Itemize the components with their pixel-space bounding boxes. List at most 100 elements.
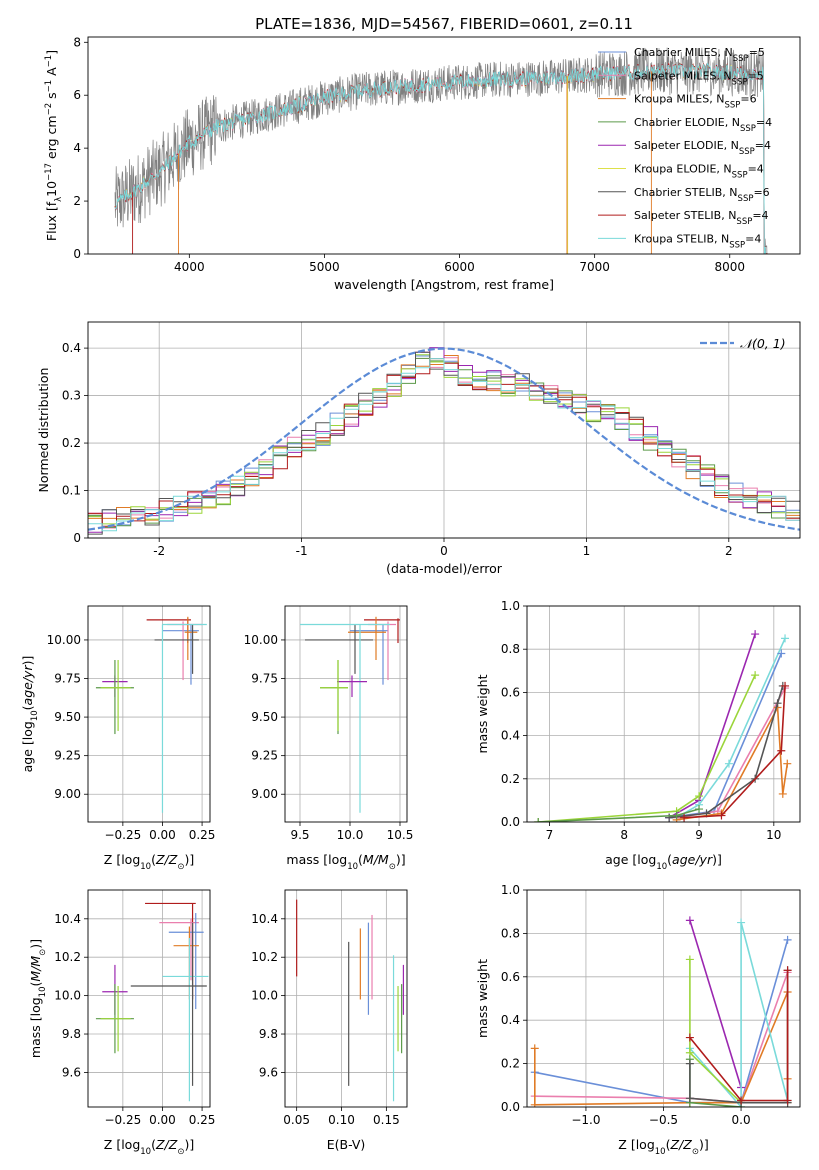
x-axis-label: Z [log10(Z/Z⊙)] <box>618 1137 708 1157</box>
weight-point <box>777 649 786 658</box>
x-axis-label: wavelength [Angstrom, rest frame] <box>334 277 554 292</box>
y-tick-label: 10.2 <box>54 950 81 964</box>
axes-frame <box>526 889 801 1108</box>
x-tick-label: 10.5 <box>387 828 414 842</box>
axes-frame <box>87 36 801 255</box>
x-tick-label: 8 <box>620 828 628 842</box>
weight-line <box>689 959 742 1104</box>
y-tick-label: 0.3 <box>62 389 81 403</box>
weight-point <box>685 1033 694 1042</box>
weight-point <box>685 955 694 964</box>
weight-series <box>685 966 792 1105</box>
weight-point <box>783 759 792 768</box>
weight-point <box>695 792 704 801</box>
weight-point <box>724 759 733 768</box>
x-tick-label: 10.0 <box>337 828 364 842</box>
y-tick-label: 9.75 <box>54 672 81 686</box>
x-tick-label: 10 <box>766 828 781 842</box>
error-bar <box>95 660 134 735</box>
y-tick-label: 10.00 <box>244 633 278 647</box>
x-tick-label: 0.10 <box>328 1113 355 1127</box>
y-tick-label: 1.0 <box>501 599 520 613</box>
weight-point <box>680 813 689 822</box>
y-tick-label: 10.2 <box>251 950 278 964</box>
x-axis-label: age [log10(age/yr)] <box>605 852 722 872</box>
weight-plot-area <box>530 916 792 1107</box>
errorbar-plot-area <box>95 616 207 813</box>
error-bar <box>305 624 373 674</box>
y-tick-label: 9.6 <box>259 1065 278 1079</box>
weight-point <box>665 813 674 822</box>
weight-line <box>534 991 789 1106</box>
errorbar-plot-area <box>95 902 209 1102</box>
weight-point <box>534 818 543 822</box>
error-bar <box>162 624 199 685</box>
y-axis-label: Normed distribution <box>36 368 51 493</box>
y-tick-label: 0.0 <box>501 1100 520 1114</box>
x-tick-label: −0.25 <box>104 1113 141 1127</box>
y-tick-label: 9.50 <box>251 710 278 724</box>
y-tick-label: 10.0 <box>54 989 81 1003</box>
weight-point <box>777 746 786 755</box>
weight-point <box>773 699 782 708</box>
age-vs-mass-panel: 9.5 10.0 10.5 9.00 9.25 9.50 9.75 10.00 mass [lo… <box>244 605 414 872</box>
x-tick-label: 4000 <box>174 260 205 274</box>
y-tick-label: 9.8 <box>259 1027 278 1041</box>
legend-label: Salpeter MILES, NSSP=5 <box>634 69 764 87</box>
weight-point <box>695 805 704 814</box>
weight-point <box>685 1094 694 1103</box>
x-tick-label: 0 <box>440 544 448 558</box>
y-tick-label: 4 <box>73 141 81 155</box>
x-tick-label: 0.05 <box>283 1113 310 1127</box>
weight-series <box>534 805 704 822</box>
weight-series <box>530 968 792 1107</box>
axes-frame <box>526 605 801 823</box>
weight-line <box>684 685 786 819</box>
y-tick-label: 0.2 <box>501 1057 520 1071</box>
weight-series <box>685 966 792 1107</box>
weight-point <box>530 1100 539 1107</box>
weight-point <box>685 916 694 925</box>
weight-line <box>689 970 789 1102</box>
y-tick-label: 0 <box>73 531 81 545</box>
weight-point <box>672 811 681 820</box>
x-axis-label: Z [log10(Z/Z⊙)] <box>104 852 194 872</box>
x-tick-label: 2 <box>725 544 733 558</box>
weight-point <box>781 681 790 690</box>
weight-series <box>534 671 760 822</box>
legend-label: Salpeter ELODIE, NSSP=4 <box>634 139 771 157</box>
x-tick-label: 6000 <box>444 260 475 274</box>
x-tick-label: 8000 <box>714 260 745 274</box>
error-bar <box>173 926 199 1000</box>
weight-point <box>717 811 726 820</box>
y-tick-label: 9.25 <box>251 749 278 763</box>
y-tick-label: 0 <box>73 247 81 261</box>
age-vs-Z-panel: −0.25 0.00 0.25 9.00 9.25 9.50 9.75 10.00 Z [log… <box>20 605 215 872</box>
histogram-steps <box>88 358 800 532</box>
spectrum-legend: Chabrier MILES, NSSP=5 Salpeter MILES, NS… <box>598 46 772 250</box>
x-axis-label: mass [log10(M/M⊙)] <box>286 852 405 872</box>
legend-label: 𝒩(0, 1) <box>740 336 786 351</box>
y-tick-label: 9.6 <box>62 1065 81 1079</box>
residuals-panel: -2 -1 0 1 2 0 0.1 0.2 0.3 0.4 𝒩(0, 1) (data-model)/… <box>36 321 801 576</box>
x-tick-label: 9 <box>695 828 703 842</box>
y-tick-label: 10.4 <box>251 912 278 926</box>
legend-label: Kroupa STELIB, NSSP=4 <box>634 232 761 250</box>
y-tick-label: 8 <box>73 35 81 49</box>
x-tick-label: -1 <box>296 544 308 558</box>
y-axis-label: mass [log10(M/M⊙)] <box>28 939 48 1058</box>
y-tick-label: 0.4 <box>501 729 520 743</box>
mass-weight-vs-age-panel: 7 8 9 10 0.0 0.2 0.4 0.6 0.8 1.0 age [log10(age/yr… <box>475 599 801 872</box>
legend-label: Chabrier STELIB, NSSP=6 <box>634 186 770 204</box>
y-tick-label: 9.75 <box>251 672 278 686</box>
legend-label: Chabrier MILES, NSSP=5 <box>634 46 765 64</box>
error-bar <box>364 618 400 644</box>
legend-label: Chabrier ELODIE, NSSP=4 <box>634 116 772 134</box>
error-bar <box>145 902 196 1000</box>
x-tick-label: −1.0 <box>571 1113 600 1127</box>
mass-vs-ebv-panel: 0.05 0.10 0.15 9.6 9.8 10.0 10.2 10.4 E(B-V) <box>251 889 408 1152</box>
error-bar <box>337 675 367 698</box>
axes-frame <box>284 889 408 1108</box>
weight-series <box>665 681 787 822</box>
